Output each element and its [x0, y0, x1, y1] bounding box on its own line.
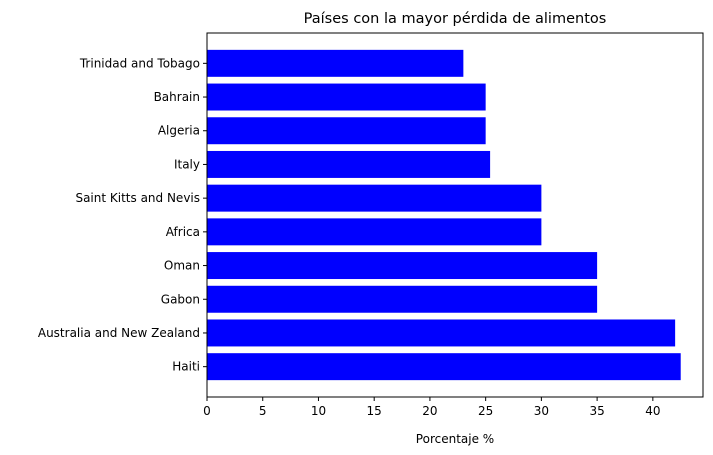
x-tick-label: 15 [367, 404, 382, 418]
y-tick-label: Bahrain [154, 90, 200, 104]
y-tick-label: Haiti [172, 360, 200, 374]
x-tick-label: 40 [645, 404, 660, 418]
x-tick-label: 10 [311, 404, 326, 418]
y-tick-label: Saint Kitts and Nevis [75, 191, 200, 205]
y-tick-label: Trinidad and Tobago [79, 56, 200, 70]
y-tick-label: Algeria [158, 124, 200, 138]
y-axis-ticks: Haiti Australia and New Zealand Gabon Oman A… [38, 56, 207, 374]
bar [207, 184, 542, 212]
x-tick-label: 30 [534, 404, 549, 418]
y-tick-label: Gabon [161, 292, 200, 306]
x-axis-ticks: 0 5 10 15 20 25 30 35 40 [203, 397, 660, 418]
bar [207, 252, 598, 280]
x-axis-title: Porcentaje % [416, 432, 494, 446]
bar [207, 117, 486, 145]
x-tick-label: 25 [478, 404, 493, 418]
x-tick-label: 35 [589, 404, 604, 418]
y-tick-label: Oman [164, 259, 200, 273]
chart-title: Países con la mayor pérdida de alimentos [304, 11, 607, 27]
y-tick-label: Australia and New Zealand [38, 326, 200, 340]
x-tick-label: 20 [422, 404, 437, 418]
x-tick-label: 5 [259, 404, 267, 418]
x-tick-label: 0 [203, 404, 211, 418]
bar [207, 49, 464, 77]
bar [207, 319, 676, 347]
y-tick-label: Italy [174, 157, 200, 171]
y-tick-label: Africa [166, 225, 200, 239]
bar [207, 353, 681, 381]
bar [207, 83, 486, 111]
bar [207, 285, 598, 313]
bar [207, 218, 542, 246]
plot-area-frame [206, 32, 704, 398]
bars-group [207, 49, 681, 381]
bar [207, 150, 491, 178]
